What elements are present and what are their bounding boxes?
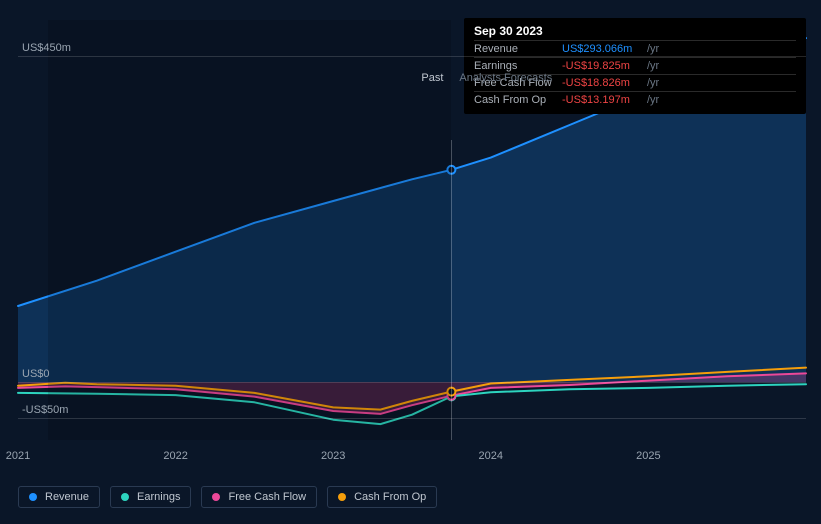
y-gridline: [18, 418, 806, 419]
y-axis-label: US$0: [18, 368, 50, 380]
legend-item-cfo[interactable]: Cash From Op: [327, 486, 437, 508]
tooltip-date: Sep 30 2023: [474, 24, 796, 38]
tooltip-row: RevenueUS$293.066m/yr: [474, 40, 796, 57]
legend-item-earnings[interactable]: Earnings: [110, 486, 191, 508]
tooltip-metric-name: Earnings: [474, 60, 562, 72]
x-axis-label: 2022: [163, 450, 187, 462]
legend-swatch: [121, 493, 129, 501]
tooltip-metric-name: Cash From Op: [474, 94, 562, 106]
x-axis-label: 2024: [479, 450, 503, 462]
past-label: Past: [421, 72, 451, 84]
tooltip-metric-name: Revenue: [474, 43, 562, 55]
past-future-divider: [451, 140, 452, 440]
tooltip-metric-value: -US$13.197m: [562, 94, 647, 106]
legend-swatch: [212, 493, 220, 501]
x-axis-label: 2023: [321, 450, 345, 462]
y-axis-label: -US$50m: [18, 404, 68, 416]
series-legend: Revenue Earnings Free Cash Flow Cash From O…: [18, 486, 437, 508]
tooltip-unit: /yr: [647, 43, 659, 55]
legend-label: Cash From Op: [354, 491, 426, 503]
legend-item-revenue[interactable]: Revenue: [18, 486, 100, 508]
x-axis-label: 2021: [6, 450, 30, 462]
legend-label: Earnings: [137, 491, 180, 503]
tooltip-row: Cash From Op-US$13.197m/yr: [474, 91, 796, 108]
y-axis-label: US$450m: [18, 42, 71, 54]
legend-label: Free Cash Flow: [228, 491, 306, 503]
past-shade: [48, 20, 451, 440]
tooltip-unit: /yr: [647, 94, 659, 106]
forecast-label: Analysts Forecasts: [451, 72, 552, 84]
tooltip-metric-value: -US$19.825m: [562, 60, 647, 72]
x-axis-label: 2025: [636, 450, 660, 462]
y-gridline: [18, 382, 806, 383]
legend-item-fcf[interactable]: Free Cash Flow: [201, 486, 317, 508]
y-gridline: [18, 56, 806, 57]
legend-swatch: [29, 493, 37, 501]
financial-forecast-chart: { "layout": { "width": 821, "height": 52…: [0, 0, 821, 524]
tooltip-metric-value: -US$18.826m: [562, 77, 647, 89]
tooltip-metric-value: US$293.066m: [562, 43, 647, 55]
tooltip-unit: /yr: [647, 60, 659, 72]
legend-swatch: [338, 493, 346, 501]
legend-label: Revenue: [45, 491, 89, 503]
data-tooltip: Sep 30 2023 RevenueUS$293.066m/yr Earning…: [464, 18, 806, 114]
tooltip-unit: /yr: [647, 77, 659, 89]
